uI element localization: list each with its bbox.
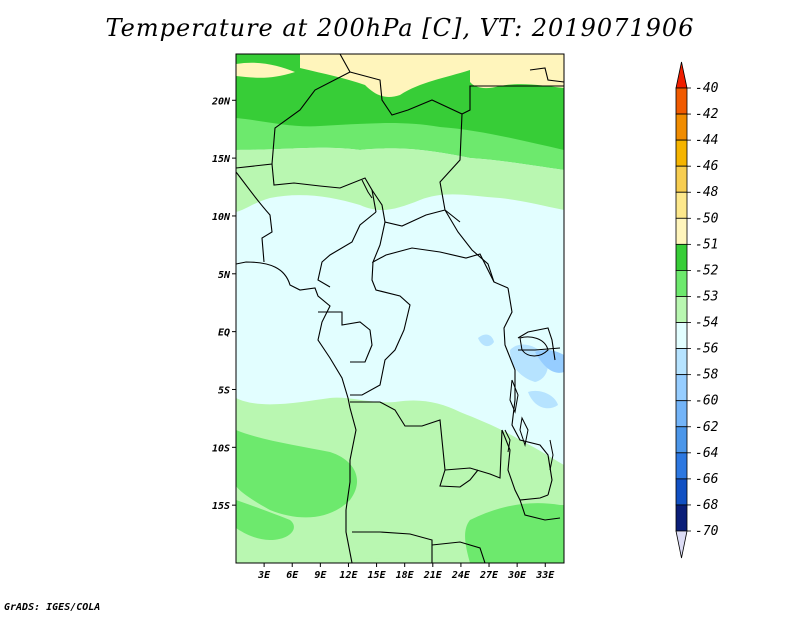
colorbar-label: -53 [695, 289, 718, 304]
colorbar-label: -66 [695, 472, 719, 487]
lon-label: 21E [423, 570, 443, 581]
lat-label: 10N [212, 212, 231, 223]
map-borders [236, 54, 564, 563]
colorbar-swatch [675, 296, 688, 323]
colorbar-label: -56 [695, 342, 719, 357]
lon-label: 9E [314, 570, 327, 581]
lat-label: EQ [218, 328, 230, 339]
colorbar-label: -62 [695, 420, 719, 435]
colorbar-label: -48 [695, 185, 719, 200]
lon-label: 18E [396, 570, 415, 581]
lat-label: 20N [211, 96, 231, 107]
lon-label: 30E [507, 570, 527, 581]
colorbar-swatch [675, 217, 688, 245]
colorbar-swatch [675, 191, 688, 219]
colorbar-top-arrow [675, 61, 688, 89]
lon-label: 3E [257, 570, 271, 581]
lon-label: 27E [479, 570, 499, 581]
colorbar-swatch [675, 374, 688, 402]
colorbar-label: -46 [695, 159, 719, 174]
lon-label: 15E [368, 570, 387, 581]
colorbar-label: -50 [695, 211, 719, 226]
colorbar-swatch [675, 165, 688, 193]
latitude-axis: 20N 15N 10N 5N EQ 5S 10S 15S [211, 96, 236, 512]
lat-label: 15S [212, 501, 230, 512]
colorbar-swatch [675, 426, 688, 454]
lat-label: 10S [212, 443, 230, 454]
colorbar-label: -60 [695, 394, 719, 409]
colorbar-swatch [675, 452, 688, 480]
colorbar-label: -68 [695, 498, 719, 513]
colorbar-swatch [675, 113, 688, 141]
longitude-axis: 3E 6E 9E 12E 15E 18E 21E 24E 27E 30E 33E [257, 563, 555, 581]
colorbar-swatch [675, 87, 688, 115]
lat-label: 5N [218, 270, 231, 281]
lat-label: 5S [218, 385, 230, 396]
map-title: Temperature at 200hPa [C], VT: 201907190… [105, 14, 695, 42]
colorbar-label: -44 [695, 133, 718, 148]
colorbar-label: -42 [695, 107, 719, 122]
colorbar-swatch [675, 400, 688, 428]
colorbar-swatch [675, 504, 688, 532]
colorbar-swatch [675, 139, 688, 167]
lon-label: 24E [451, 570, 471, 581]
colorbar-swatch [675, 478, 688, 506]
map-lakes [361, 179, 554, 471]
colorbar-label: -58 [695, 368, 719, 383]
colorbar-bottom-arrow [675, 530, 688, 559]
temperature-field [236, 54, 564, 563]
plot-frame [235, 53, 565, 564]
colorbar-label: -54 [695, 316, 718, 331]
colorbar-label: -70 [695, 524, 719, 539]
lat-label: 15N [212, 154, 231, 165]
colorbar-label: -64 [695, 446, 718, 461]
colorbar-swatch [675, 270, 688, 297]
colorbar-label: -51 [695, 237, 718, 252]
colorbar: -40 -42 -44 -46 -48 -50 -51 -52 -53 -54 -56 -58 -60 -… [675, 61, 719, 559]
lon-label: 6E [286, 570, 299, 581]
colorbar-label: -52 [695, 263, 719, 278]
lon-label: 33E [535, 570, 555, 581]
colorbar-swatch [675, 322, 688, 349]
colorbar-swatch [675, 348, 688, 376]
colorbar-label: -40 [695, 81, 719, 96]
grads-credit: GrADS: IGES/COLA [4, 602, 101, 613]
lon-label: 12E [339, 570, 358, 581]
colorbar-swatch [675, 243, 688, 271]
